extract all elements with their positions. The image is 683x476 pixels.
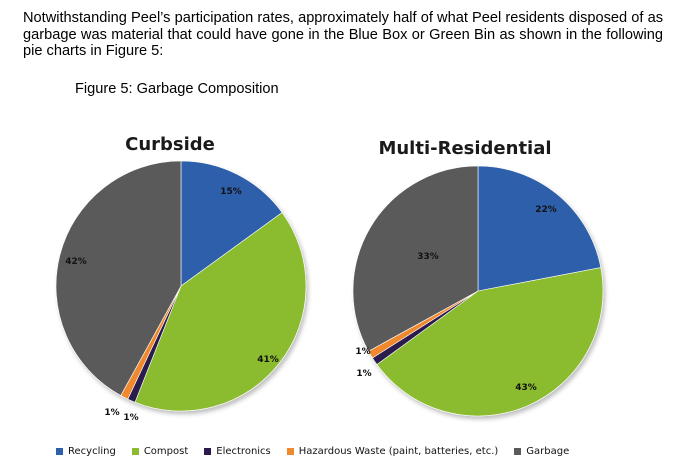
legend-swatch (286, 448, 294, 455)
legend-item-compost: Compost (131, 446, 189, 457)
legend-swatch (514, 448, 522, 455)
data-label-electronics: 1% (123, 413, 138, 423)
data-label-recycling: 15% (220, 187, 242, 197)
data-label-hazardous-waste-paint-batteries-etc: 1% (104, 408, 119, 418)
data-label-hazardous-waste-paint-batteries-etc: 1% (356, 369, 371, 379)
data-label-compost: 41% (257, 355, 279, 365)
legend-swatch (131, 448, 139, 455)
legend-label: Recycling (68, 446, 116, 457)
pie-charts: Curbside 15% 41% 1% 1% 42% Multi-Residential 22… (0, 120, 683, 476)
data-label-compost: 43% (515, 383, 537, 393)
pie-title: Multi-Residential (378, 138, 551, 159)
slice-compost (134, 212, 307, 412)
slice-garbage (55, 160, 182, 396)
data-label-garbage: 42% (65, 257, 87, 267)
slice-garbage (352, 165, 479, 352)
legend-label: Hazardous Waste (paint, batteries, etc.) (298, 446, 499, 457)
slice-recycling (477, 165, 602, 292)
pie-multi-residential: Multi-Residential 22% 43% 1% 1% 33% (352, 138, 604, 417)
pie-slices (55, 160, 307, 412)
slice-compost (376, 267, 604, 417)
data-label-recycling: 22% (535, 205, 557, 215)
legend-swatch (56, 448, 63, 455)
legend-item-recycling: Recycling (56, 446, 116, 457)
pie-curbside: Curbside 15% 41% 1% 1% 42% (55, 134, 307, 423)
legend-item-garbage: Garbage (514, 446, 569, 457)
legend-label: Garbage (526, 446, 570, 457)
figure-caption: Figure 5: Garbage Composition (75, 81, 279, 97)
pie-slices (352, 165, 604, 417)
legend-item-hazardous-waste-paint-batteries-etc: Hazardous Waste (paint, batteries, etc.) (286, 446, 499, 457)
legend-label: Electronics (216, 446, 271, 457)
pie-charts-svg: Curbside 15% 41% 1% 1% 42% Multi-Residential 22… (55, 134, 604, 423)
chart-legend: Recycling Compost Electronics Hazardous Was… (56, 446, 585, 457)
data-label-garbage: 33% (417, 252, 439, 262)
legend-label: Compost (143, 446, 189, 457)
pie-title: Curbside (125, 134, 215, 155)
legend-item-electronics: Electronics (204, 446, 271, 457)
legend-swatch (204, 448, 212, 455)
data-label-electronics: 1% (355, 347, 370, 357)
intro-paragraph: Notwithstanding Peel’s participation rat… (23, 10, 663, 59)
slice-recycling (180, 160, 283, 287)
